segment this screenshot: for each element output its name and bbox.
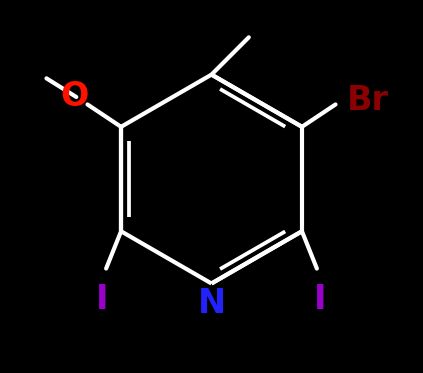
Text: O: O bbox=[60, 81, 88, 113]
Text: I: I bbox=[96, 283, 109, 316]
Text: N: N bbox=[198, 287, 225, 320]
Text: Br: Br bbox=[347, 84, 389, 117]
Text: I: I bbox=[314, 283, 327, 316]
